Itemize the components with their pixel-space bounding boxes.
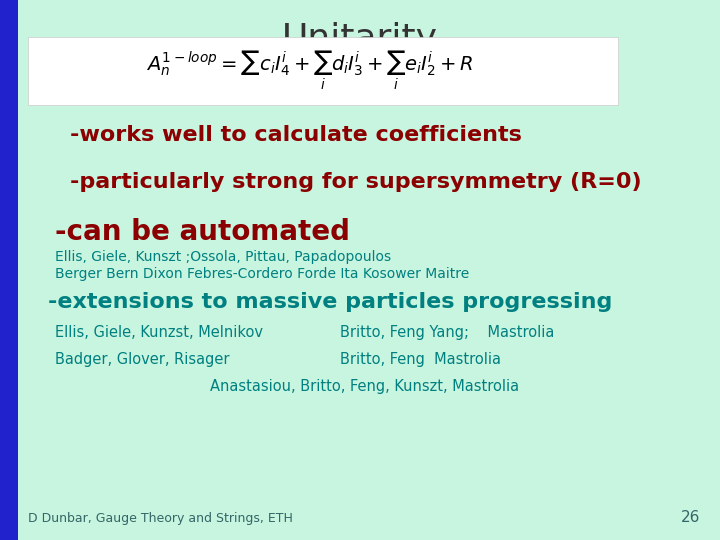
Text: Berger Bern Dixon Febres-Cordero Forde Ita Kosower Maitre: Berger Bern Dixon Febres-Cordero Forde I…: [55, 267, 469, 281]
FancyBboxPatch shape: [28, 37, 618, 105]
Text: Ellis, Giele, Kunszt ;Ossola, Pittau, Papadopoulos: Ellis, Giele, Kunszt ;Ossola, Pittau, Pa…: [55, 250, 391, 264]
Text: -particularly strong for supersymmetry (R=0): -particularly strong for supersymmetry (…: [70, 172, 642, 192]
Text: Ellis, Giele, Kunzst, Melnikov: Ellis, Giele, Kunzst, Melnikov: [55, 325, 263, 340]
Text: $A_n^{1-loop} = \sum c_i I_4^i + \sum_i d_i I_3^i + \sum_i e_i I_2^i + R$: $A_n^{1-loop} = \sum c_i I_4^i + \sum_i …: [146, 49, 474, 92]
Text: Unitarity: Unitarity: [282, 22, 438, 56]
Text: -works well to calculate coefficients: -works well to calculate coefficients: [70, 125, 522, 145]
Text: Britto, Feng  Mastrolia: Britto, Feng Mastrolia: [340, 352, 501, 367]
Text: D Dunbar, Gauge Theory and Strings, ETH: D Dunbar, Gauge Theory and Strings, ETH: [28, 512, 293, 525]
Bar: [0, 0, 18, 540]
Text: Anastasiou, Britto, Feng, Kunszt, Mastrolia: Anastasiou, Britto, Feng, Kunszt, Mastro…: [210, 379, 519, 394]
Text: Badger, Glover, Risager: Badger, Glover, Risager: [55, 352, 230, 367]
Text: 26: 26: [680, 510, 700, 525]
Text: -can be automated: -can be automated: [55, 218, 350, 246]
Text: Britto, Feng Yang;    Mastrolia: Britto, Feng Yang; Mastrolia: [340, 325, 554, 340]
Text: -extensions to massive particles progressing: -extensions to massive particles progres…: [48, 292, 613, 312]
